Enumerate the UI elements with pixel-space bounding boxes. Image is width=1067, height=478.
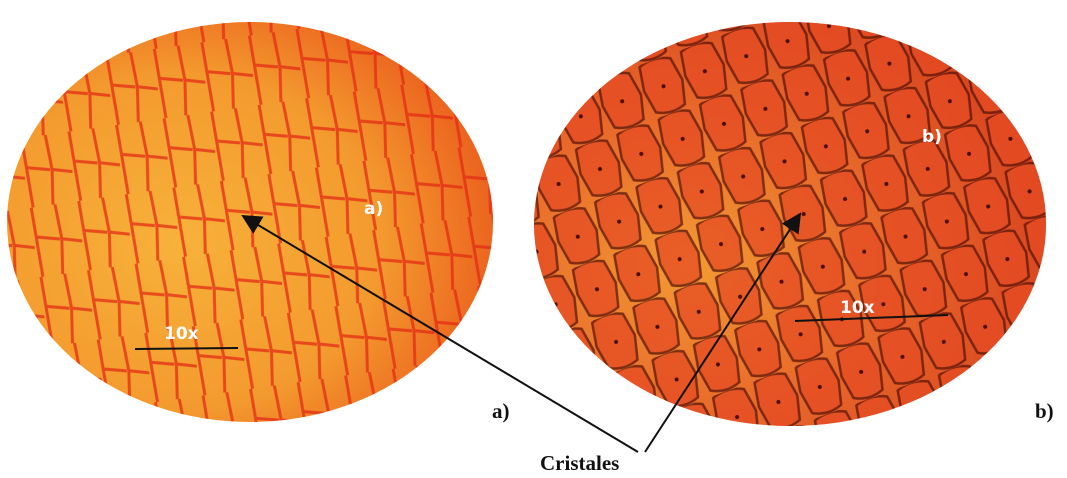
scale-bar bbox=[135, 348, 238, 349]
figure: a) 10x b) 10x a) b) Cristales bbox=[0, 0, 1067, 478]
scale-label: 10x bbox=[164, 324, 199, 344]
pointer-label: Cristales bbox=[540, 451, 619, 475]
panel-label: a) bbox=[364, 199, 383, 219]
scale-label: 10x bbox=[840, 298, 875, 318]
panel-caption: a) bbox=[492, 399, 510, 423]
panel-label: b) bbox=[922, 127, 942, 147]
panel-caption: b) bbox=[1035, 399, 1054, 423]
micrograph-b bbox=[534, 22, 1046, 426]
micrograph-a bbox=[7, 22, 493, 422]
